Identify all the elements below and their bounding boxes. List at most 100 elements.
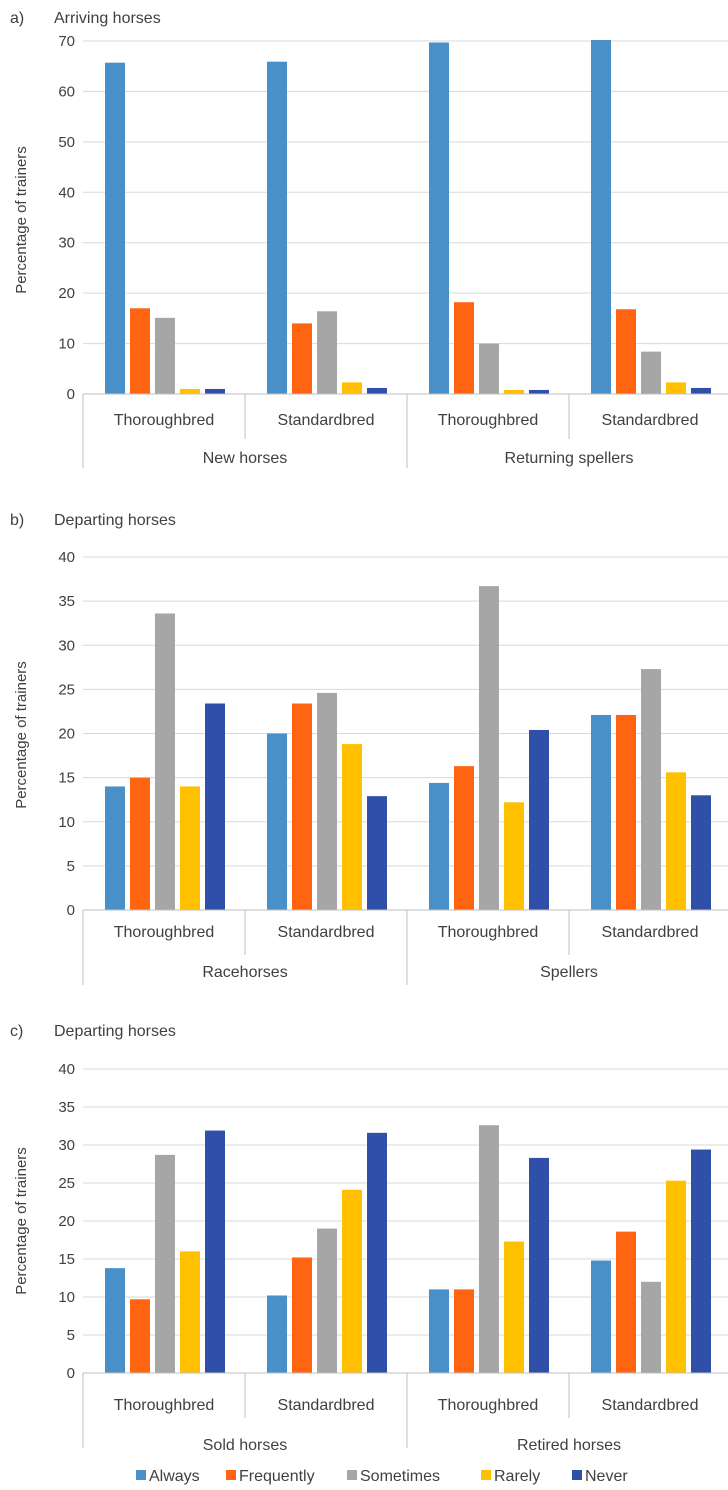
bar-sometimes xyxy=(317,1228,337,1373)
x-category-label: Thoroughbred xyxy=(114,412,215,429)
bar-frequently xyxy=(454,1289,474,1373)
y-axis-label: Percentage of trainers xyxy=(13,146,30,294)
bar-sometimes xyxy=(641,351,661,394)
y-tick-label: 40 xyxy=(58,1061,75,1078)
bar-never xyxy=(367,387,387,394)
bar-rarely xyxy=(180,1251,200,1373)
y-tick-label: 10 xyxy=(58,1289,75,1306)
x-category-label: Standardbred xyxy=(278,1397,375,1414)
y-axis-label: Percentage of trainers xyxy=(13,661,30,809)
y-tick-label: 15 xyxy=(58,1251,75,1268)
bar-never xyxy=(529,389,549,394)
panel-title: Departing horses xyxy=(54,1023,176,1040)
legend-label-always: Always xyxy=(149,1468,200,1485)
y-tick-label: 0 xyxy=(67,902,75,919)
y-tick-label: 25 xyxy=(58,1175,75,1192)
bar-sometimes xyxy=(317,692,337,910)
panel-label: c) xyxy=(10,1023,23,1040)
y-tick-label: 20 xyxy=(58,1213,75,1230)
x-group-label: Returning spellers xyxy=(505,450,634,467)
bar-sometimes xyxy=(479,343,499,394)
bar-frequently xyxy=(130,308,150,394)
bar-frequently xyxy=(292,703,312,910)
y-tick-label: 30 xyxy=(58,1137,75,1154)
bar-always xyxy=(105,786,125,910)
bar-frequently xyxy=(454,766,474,910)
bar-always xyxy=(591,1260,611,1373)
panel-label: b) xyxy=(10,512,24,529)
legend-swatch-rarely xyxy=(481,1470,491,1480)
legend-swatch-always xyxy=(136,1470,146,1480)
bar-sometimes xyxy=(479,586,499,910)
bar-frequently xyxy=(130,777,150,910)
bar-always xyxy=(429,42,449,395)
bar-never xyxy=(205,1130,225,1373)
y-tick-label: 35 xyxy=(58,593,75,610)
bar-never xyxy=(691,795,711,910)
y-tick-label: 20 xyxy=(58,285,75,302)
legend-label-never: Never xyxy=(585,1468,628,1485)
bar-never xyxy=(691,387,711,394)
bar-always xyxy=(591,714,611,910)
y-tick-label: 5 xyxy=(67,858,75,875)
bar-always xyxy=(105,62,125,394)
y-tick-label: 0 xyxy=(67,1365,75,1382)
bar-never xyxy=(367,1132,387,1373)
bar-never xyxy=(367,796,387,910)
y-tick-label: 0 xyxy=(67,386,75,403)
bar-rarely xyxy=(666,382,686,394)
bar-rarely xyxy=(180,786,200,910)
legend-swatch-never xyxy=(572,1470,582,1480)
legend-swatch-sometimes xyxy=(347,1470,357,1480)
y-tick-label: 10 xyxy=(58,814,75,831)
bar-always xyxy=(105,1268,125,1373)
y-tick-label: 5 xyxy=(67,1327,75,1344)
x-group-label: Spellers xyxy=(540,964,598,981)
bar-never xyxy=(529,729,549,910)
y-tick-label: 15 xyxy=(58,770,75,787)
panel-title: Departing horses xyxy=(54,512,176,529)
bar-rarely xyxy=(180,388,200,394)
x-category-label: Standardbred xyxy=(602,924,699,941)
y-tick-label: 35 xyxy=(58,1099,75,1116)
bar-frequently xyxy=(292,1257,312,1373)
bar-sometimes xyxy=(641,1281,661,1373)
bar-never xyxy=(691,1149,711,1373)
bar-always xyxy=(429,1289,449,1373)
y-tick-label: 50 xyxy=(58,134,75,151)
bar-never xyxy=(529,1157,549,1373)
legend-label-sometimes: Sometimes xyxy=(360,1468,440,1485)
bar-rarely xyxy=(666,772,686,910)
bar-rarely xyxy=(504,389,524,394)
bar-frequently xyxy=(616,714,636,910)
bar-rarely xyxy=(342,1189,362,1373)
bar-rarely xyxy=(504,1241,524,1373)
y-tick-label: 60 xyxy=(58,83,75,100)
y-tick-label: 30 xyxy=(58,235,75,252)
panel-title: Arriving horses xyxy=(54,10,161,27)
legend-label-rarely: Rarely xyxy=(494,1468,540,1485)
bar-sometimes xyxy=(479,1125,499,1373)
x-group-label: Retired horses xyxy=(517,1437,621,1454)
bar-always xyxy=(267,1295,287,1373)
x-category-label: Thoroughbred xyxy=(114,1397,215,1414)
y-tick-label: 20 xyxy=(58,726,75,743)
bar-sometimes xyxy=(641,669,661,910)
x-group-label: Sold horses xyxy=(203,1437,288,1454)
y-tick-label: 40 xyxy=(58,184,75,201)
bar-never xyxy=(205,388,225,394)
bar-sometimes xyxy=(155,613,175,910)
bar-sometimes xyxy=(317,311,337,394)
y-tick-label: 25 xyxy=(58,681,75,698)
bar-always xyxy=(429,782,449,910)
bar-always xyxy=(591,39,611,395)
legend-label-frequently: Frequently xyxy=(239,1468,315,1485)
x-category-label: Thoroughbred xyxy=(114,924,215,941)
x-category-label: Thoroughbred xyxy=(438,1397,539,1414)
bar-frequently xyxy=(130,1299,150,1373)
bar-frequently xyxy=(616,1231,636,1373)
bar-never xyxy=(205,703,225,910)
bar-rarely xyxy=(504,802,524,910)
bar-sometimes xyxy=(155,1154,175,1373)
y-axis-label: Percentage of trainers xyxy=(13,1147,30,1295)
